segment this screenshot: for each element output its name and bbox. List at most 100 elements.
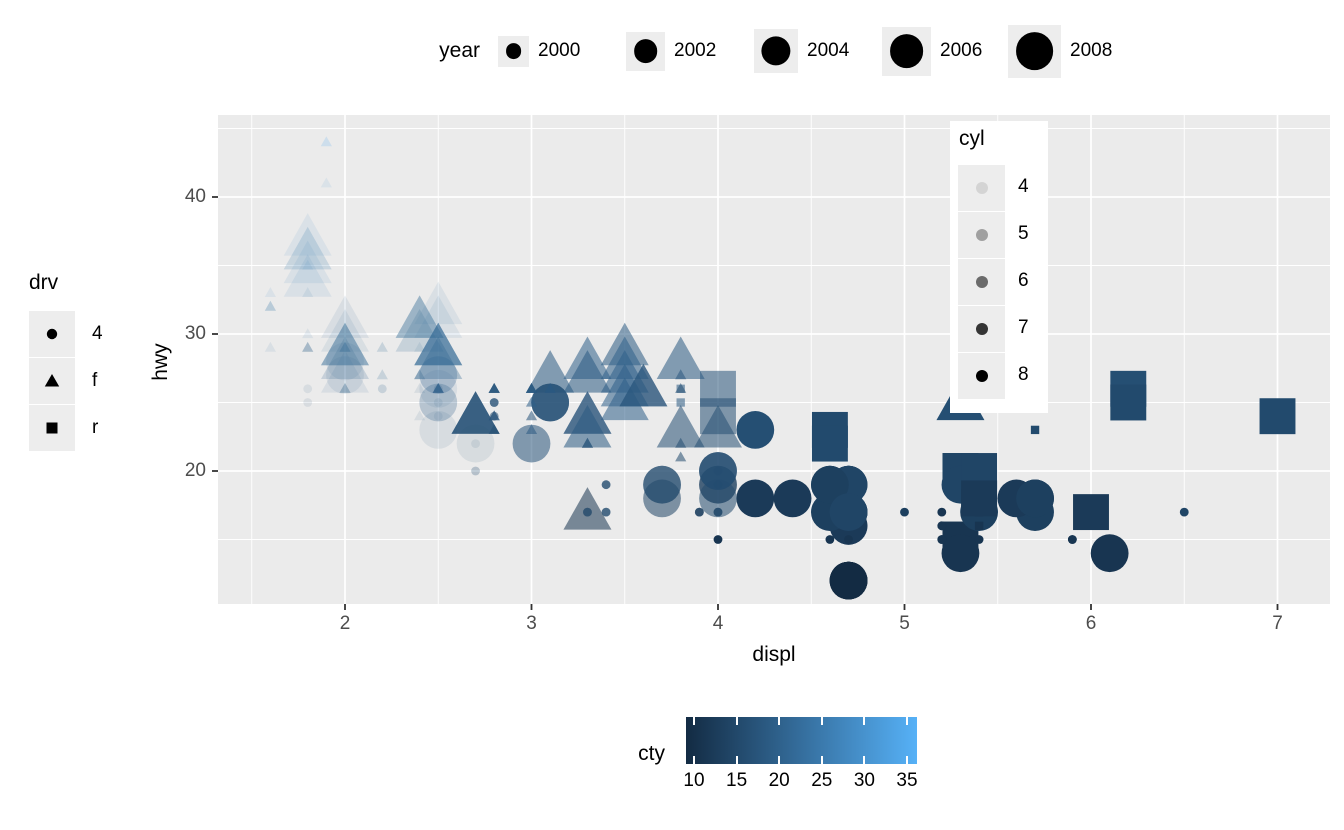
data-point — [471, 466, 480, 476]
cty-tick-label: 30 — [853, 770, 875, 791]
square-icon — [29, 422, 75, 455]
data-point — [320, 177, 332, 188]
data-point — [339, 382, 351, 393]
data-point — [525, 410, 538, 421]
data-point — [302, 341, 314, 352]
data-point — [844, 535, 853, 544]
data-point — [376, 369, 388, 380]
data-point — [376, 341, 388, 352]
data-point — [395, 295, 444, 338]
triangle-icon — [29, 374, 75, 408]
drv-legend-title: drv — [29, 271, 59, 294]
data-point — [937, 535, 947, 544]
data-point — [320, 336, 370, 379]
year-legend-key — [498, 35, 529, 67]
data-point — [563, 404, 612, 448]
data-point — [583, 507, 592, 517]
panel-background — [218, 115, 1330, 604]
drv-legend-label: 4 — [92, 323, 103, 344]
x-tick-label: 2 — [339, 613, 351, 634]
cty-tick-label: 15 — [726, 770, 748, 791]
data-point — [736, 479, 775, 518]
year-legend: year 2000 2002 2004 2006 2008 — [0, 0, 1344, 78]
data-point — [320, 136, 332, 147]
data-point — [303, 398, 313, 407]
year-size-dot-icon — [1015, 32, 1054, 70]
year-legend-key — [626, 31, 665, 71]
data-point — [395, 295, 444, 338]
data-point — [941, 534, 980, 573]
data-point — [433, 384, 443, 394]
data-point — [377, 384, 387, 394]
year-size-dot-icon — [505, 43, 522, 59]
data-point — [414, 341, 426, 352]
data-point — [1259, 398, 1296, 435]
data-point — [451, 391, 500, 434]
data-point — [283, 240, 332, 284]
data-point — [619, 363, 668, 407]
data-point — [414, 322, 463, 366]
y-tick-label: 40 — [184, 186, 206, 207]
data-point — [1110, 384, 1147, 421]
cty-tick-mark — [778, 756, 781, 764]
data-point — [414, 382, 426, 393]
drv-legend: drv 4 f r — [0, 260, 150, 470]
data-point — [525, 382, 538, 393]
data-point — [302, 341, 314, 352]
data-point — [419, 369, 458, 408]
data-point — [283, 226, 332, 270]
cty-tick-label: 35 — [896, 770, 918, 791]
data-point — [264, 300, 276, 311]
x-tick-label: 3 — [526, 613, 537, 634]
y-tick-label: 30 — [184, 323, 206, 344]
drv-legend-key — [29, 358, 75, 404]
data-point — [320, 322, 370, 366]
data-point — [699, 479, 737, 518]
data-point — [601, 507, 611, 517]
data-point — [656, 404, 705, 448]
cyl-legend-title: cyl — [959, 127, 985, 150]
data-point — [433, 398, 443, 407]
data-point — [825, 535, 835, 544]
data-point — [320, 322, 370, 366]
data-point — [320, 336, 370, 379]
data-point — [526, 350, 575, 393]
drv-legend-key — [29, 311, 75, 357]
data-point — [544, 382, 556, 393]
data-point — [283, 254, 332, 297]
data-point — [264, 341, 276, 352]
data-point — [419, 383, 458, 422]
data-point — [773, 479, 812, 518]
data-point — [339, 341, 351, 352]
year-legend-label: 2008 — [1070, 40, 1113, 61]
data-point — [302, 328, 314, 339]
data-point — [601, 480, 611, 490]
cyl-alpha-dot-icon — [975, 276, 988, 288]
data-point — [419, 383, 458, 422]
data-point — [736, 411, 775, 449]
data-point — [320, 322, 370, 366]
data-point — [339, 382, 351, 393]
data-point — [1073, 494, 1109, 531]
data-point — [1090, 534, 1129, 573]
cyl-alpha-dot-icon — [975, 182, 988, 194]
data-point — [414, 336, 463, 379]
data-point — [302, 259, 314, 270]
data-point — [326, 342, 364, 381]
data-point — [339, 382, 351, 393]
cyl-legend-key — [958, 165, 1005, 211]
year-legend-label: 2002 — [674, 40, 717, 61]
data-point — [433, 384, 443, 394]
drv-legend-label: r — [92, 417, 99, 438]
data-point — [937, 521, 947, 531]
data-point — [512, 424, 551, 463]
cyl-alpha-dot-icon — [975, 323, 988, 335]
data-point — [320, 322, 370, 366]
data-point — [320, 295, 370, 338]
data-point — [699, 452, 737, 490]
year-size-dot-icon — [633, 39, 658, 63]
cyl-legend-label: 8 — [1018, 364, 1029, 385]
data-point — [600, 336, 649, 379]
cty-tick-mark — [906, 717, 908, 725]
y-tick-label: 20 — [184, 460, 206, 481]
